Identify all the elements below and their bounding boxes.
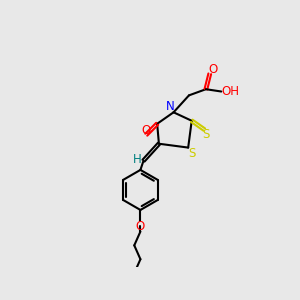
Text: OH: OH xyxy=(221,85,239,98)
Text: O: O xyxy=(142,124,151,136)
Text: O: O xyxy=(208,63,218,76)
Text: O: O xyxy=(136,220,145,232)
Text: H: H xyxy=(133,153,142,167)
Text: S: S xyxy=(188,147,196,160)
Text: S: S xyxy=(202,128,210,141)
Text: N: N xyxy=(166,100,175,112)
